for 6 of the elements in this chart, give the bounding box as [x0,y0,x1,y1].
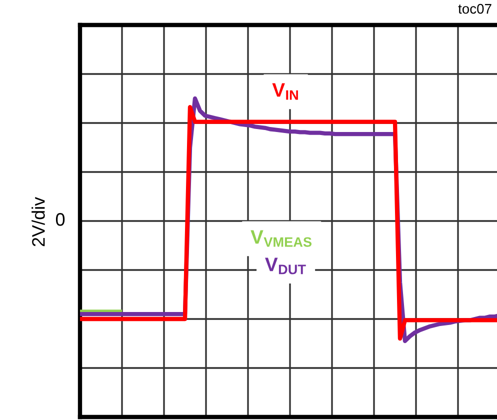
text: V$_{DUT}$ [265,258,306,274]
series-label: V$_{IN}$ [272,83,298,100]
text: toc07 [458,4,492,14]
y-axis-title: 2V/div [32,196,45,246]
text: 0 [56,213,65,226]
text: V$_{VMEAS}$ [250,230,312,247]
